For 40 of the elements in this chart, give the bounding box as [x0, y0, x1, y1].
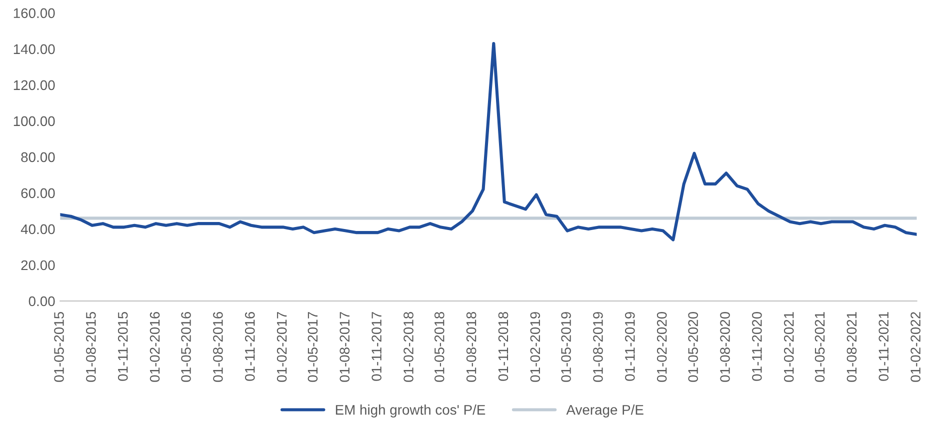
x-tick-label: 01-08-2018	[466, 312, 476, 382]
x-tick-label: 01-11-2018	[498, 312, 508, 381]
x-tick-label: 01-11-2020	[752, 312, 762, 381]
legend-label: EM high growth cos' P/E	[336, 404, 486, 418]
y-tick-label: 120.00	[14, 80, 55, 90]
x-tick-label: 01-08-2015	[86, 312, 96, 382]
x-tick-label: 01-11-2017	[372, 312, 382, 381]
x-tick-label: 01-02-2020	[656, 312, 667, 382]
x-tick-label: 01-02-2021	[784, 312, 794, 382]
x-tick-label: 01-08-2019	[593, 312, 603, 382]
y-tick-label: 0.00	[28, 296, 55, 306]
x-tick-label: 01-05-2021	[814, 312, 825, 382]
x-tick-label: 01-08-2017	[340, 312, 350, 382]
line-series	[60, 42, 917, 242]
x-tick-label: 01-05-2015	[54, 312, 64, 382]
x-tick-label: 01-05-2018	[434, 312, 444, 382]
x-tick-label: 01-02-2016	[150, 312, 160, 382]
x-tick-label: 01-05-2017	[308, 312, 318, 382]
y-tick-label: 80.00	[21, 152, 55, 162]
x-tick-label: 01-05-2020	[688, 312, 698, 382]
x-tick-label: 01-02-2017	[276, 312, 287, 382]
x-tick-label: 01-11-2021	[878, 312, 889, 381]
x-tick-label: 01-02-2019	[530, 312, 540, 382]
x-tick-label: 01-11-2016	[244, 312, 255, 381]
y-tick-label: 20.00	[21, 260, 55, 270]
x-tick-label: 01-11-2019	[625, 312, 635, 381]
legend-label: Average P/E	[566, 404, 644, 418]
y-tick-label: 40.00	[20, 224, 55, 234]
x-tick-label: 01-05-2019	[561, 312, 571, 382]
x-tick-label: 01-08-2021	[846, 312, 857, 382]
x-tick-label: 01-08-2020	[720, 312, 730, 382]
x-tick-label: 01-02-2018	[404, 312, 414, 382]
x-tick-label: 01-11-2015	[118, 312, 128, 381]
y-tick-label: 140.00	[14, 44, 55, 54]
x-tick-label: 01-05-2016	[181, 312, 191, 382]
y-tick-label: 60.00	[21, 188, 55, 198]
x-tick-label: 01-02-2022	[910, 312, 920, 382]
x-tick-label: 01-08-2016	[213, 312, 223, 382]
y-tick-label: 160.00	[14, 8, 55, 18]
y-tick-label: 100.00	[14, 116, 55, 126]
